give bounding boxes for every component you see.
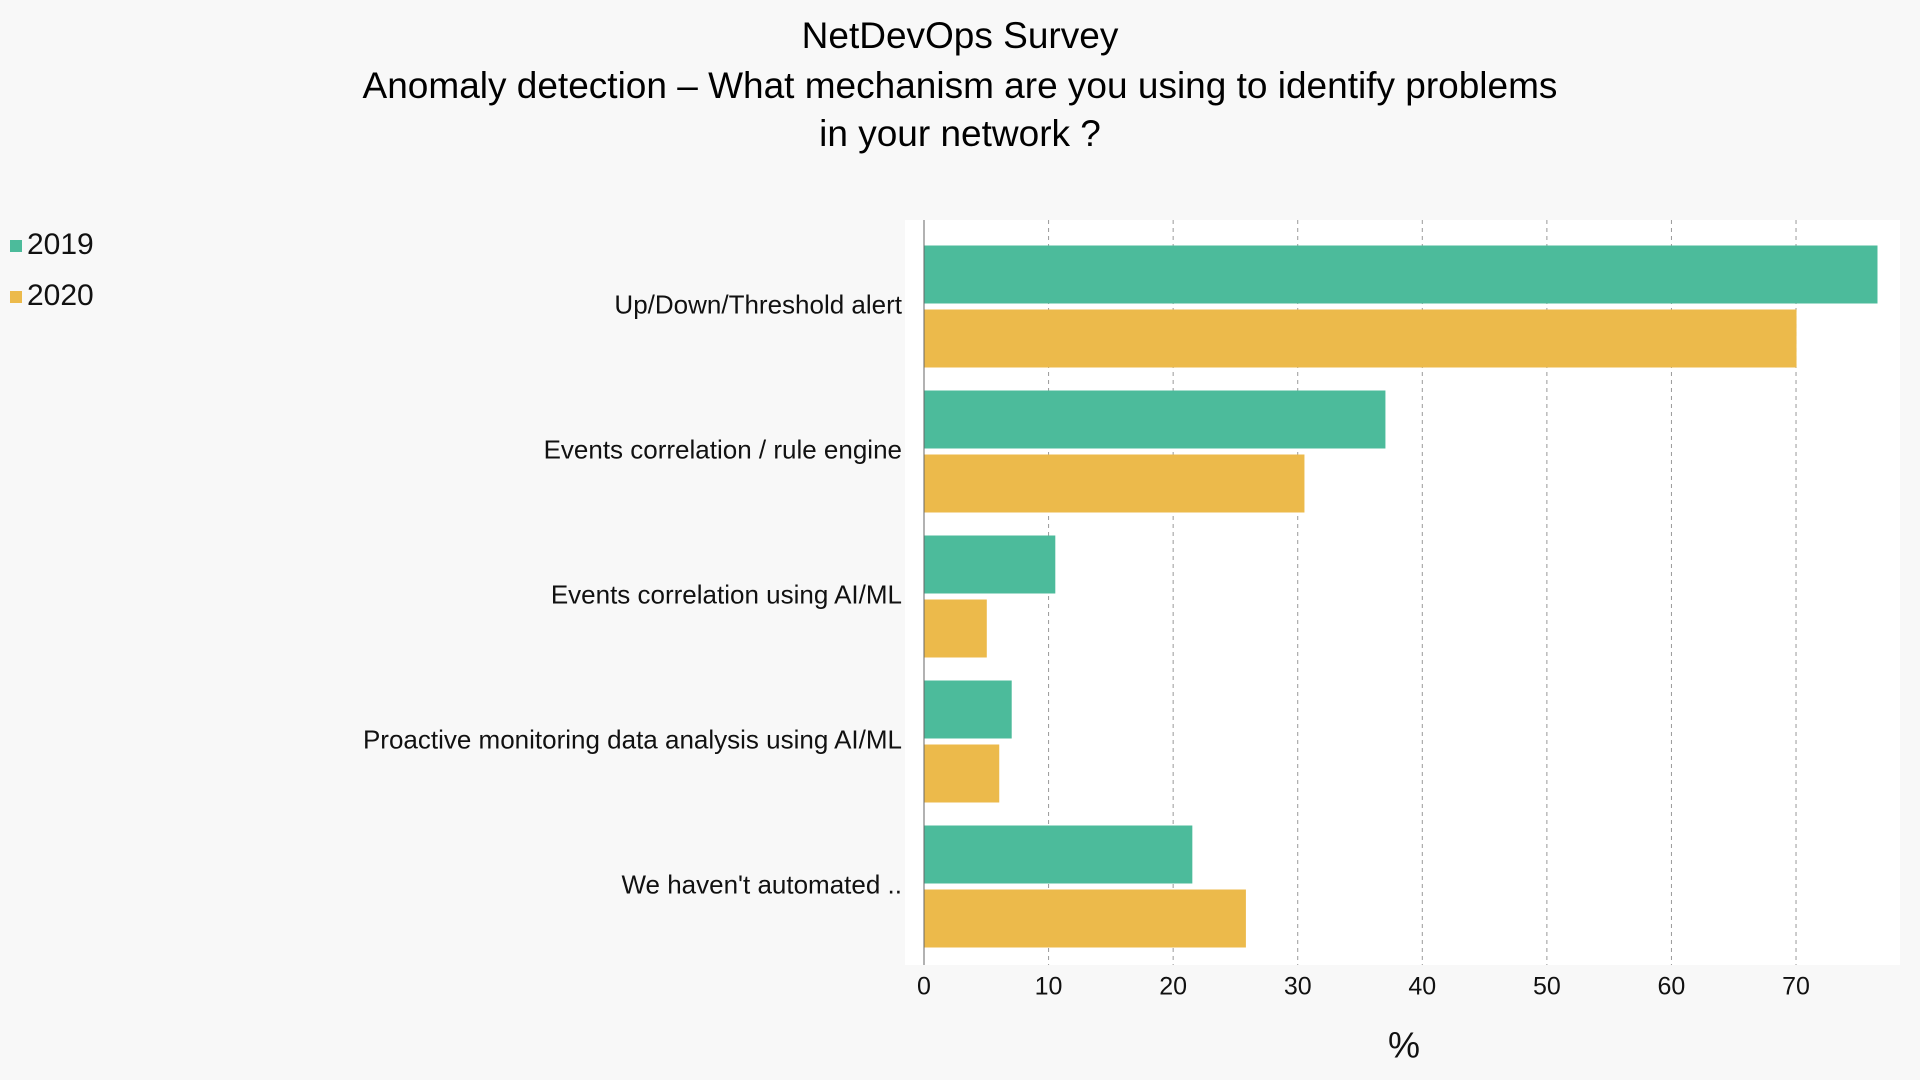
x-tick-label: 30 bbox=[1284, 973, 1312, 1001]
legend-swatch-2020 bbox=[10, 291, 22, 303]
bar-2020-1 bbox=[923, 454, 1305, 513]
bar-2019-0 bbox=[923, 245, 1878, 304]
category-labels: Up/Down/Threshold alert Events correlatio… bbox=[363, 289, 903, 899]
x-tick-label: 70 bbox=[1782, 973, 1810, 1001]
chart-title-line: Anomaly detection – What mechanism are y… bbox=[363, 65, 1558, 106]
bar-2020-0 bbox=[923, 309, 1797, 368]
x-tick-label: 20 bbox=[1159, 973, 1187, 1001]
bar-2019-1 bbox=[923, 390, 1386, 449]
x-tick-label: 60 bbox=[1658, 973, 1686, 1001]
bar-2019-4 bbox=[923, 825, 1193, 884]
chart-title-line: NetDevOps Survey bbox=[802, 15, 1119, 56]
bar-2019-3 bbox=[923, 680, 1012, 739]
category-label: We haven't automated .. bbox=[621, 869, 902, 899]
chart-title: NetDevOps Survey Anomaly detection – What… bbox=[363, 15, 1558, 154]
x-tick-label: 40 bbox=[1408, 973, 1436, 1001]
bars bbox=[923, 245, 1878, 948]
bar-2020-2 bbox=[923, 599, 987, 658]
legend-label-2020: 2020 bbox=[27, 279, 94, 312]
x-axis-label: % bbox=[1388, 1025, 1420, 1066]
category-label: Events correlation / rule engine bbox=[544, 434, 902, 464]
category-label: Proactive monitoring data analysis using… bbox=[363, 724, 902, 754]
legend-label-2019: 2019 bbox=[27, 228, 94, 261]
category-label: Up/Down/Threshold alert bbox=[614, 289, 902, 319]
x-tick-label: 10 bbox=[1035, 973, 1063, 1001]
chart-title-line: in your network ? bbox=[819, 113, 1101, 154]
bar-2019-2 bbox=[923, 535, 1056, 594]
legend: 2019 2020 bbox=[10, 228, 94, 312]
x-tick-label: 0 bbox=[917, 973, 931, 1001]
legend-swatch-2019 bbox=[10, 240, 22, 252]
x-tick-label: 50 bbox=[1533, 973, 1561, 1001]
bar-2020-4 bbox=[923, 889, 1246, 948]
x-tick-labels: 0 10 20 30 40 50 60 70 bbox=[917, 973, 1810, 1001]
bar-2020-3 bbox=[923, 744, 1000, 803]
category-label: Events correlation using AI/ML bbox=[551, 579, 902, 609]
